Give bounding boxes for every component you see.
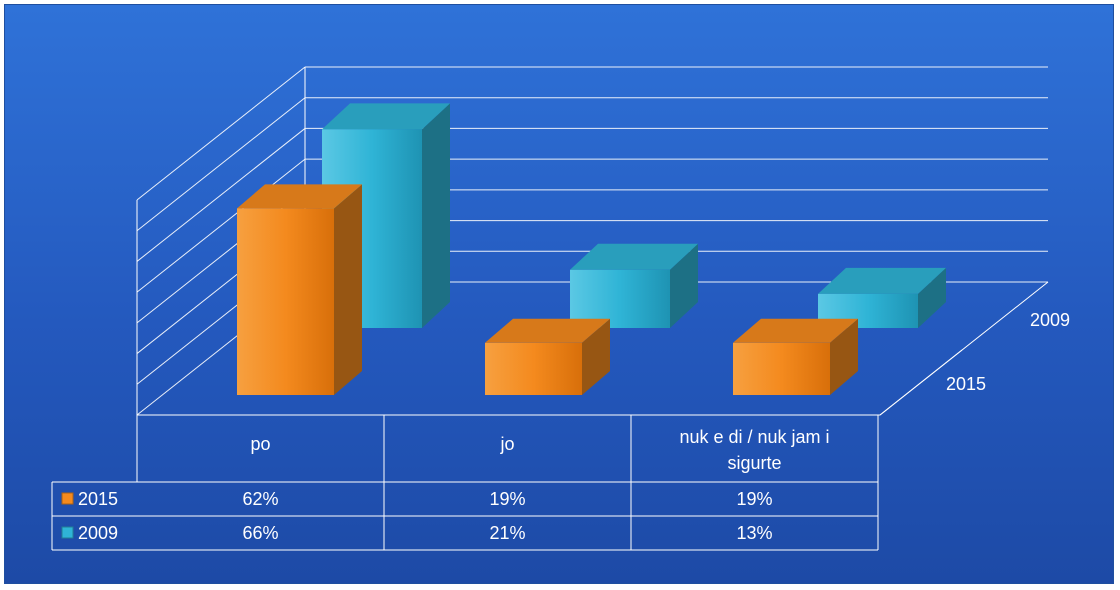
bar-front (733, 342, 830, 395)
bar-side (582, 318, 610, 395)
bar-front (237, 208, 334, 395)
bar-side (670, 243, 698, 328)
legend-key-2009 (61, 526, 74, 539)
data-table: po jo nuk e di / nuk jam i sigurte 2015 62% 19… (51, 415, 879, 551)
gridline-side (136, 66, 306, 201)
data-label: 19% (736, 489, 772, 509)
depth-label-2009: 2009 (1030, 310, 1070, 330)
category-label: sigurte (727, 453, 781, 473)
data-label: 21% (489, 523, 525, 543)
depth-label-2015: 2015 (946, 374, 986, 394)
data-label: 13% (736, 523, 772, 543)
data-label: 62% (242, 489, 278, 509)
bar-2015-1 (237, 184, 362, 395)
category-label: jo (499, 434, 514, 454)
bar-side (334, 184, 362, 395)
category-label: po (250, 434, 270, 454)
bar-2009-3 (818, 267, 946, 328)
bar-2009-2 (570, 243, 698, 328)
bar-side (918, 267, 946, 328)
bar-side (830, 318, 858, 395)
data-label: 66% (242, 523, 278, 543)
gridline-side (136, 128, 306, 262)
gridline-side (136, 97, 306, 232)
bar-front (485, 342, 582, 395)
series-name-2009: 2009 (78, 523, 118, 543)
bar-top (733, 318, 858, 343)
category-label: nuk e di / nuk jam i (679, 427, 829, 447)
bar-top (237, 184, 362, 209)
series-name-2015: 2015 (78, 489, 118, 509)
legend-key-2015 (61, 492, 74, 505)
bar-top (818, 267, 946, 294)
data-label: 19% (489, 489, 525, 509)
bar-2015-2 (485, 318, 610, 395)
bar-side (422, 103, 450, 328)
chart-bars (237, 103, 946, 395)
depth-axis-line (879, 349, 963, 416)
bar-top (485, 318, 610, 343)
gridline-side (136, 158, 306, 293)
depth-axis: 2015 2009 (879, 310, 1070, 416)
bar-front (570, 269, 670, 328)
bar-top (322, 103, 450, 130)
bar-top (570, 243, 698, 270)
bar-2015-3 (733, 318, 858, 395)
